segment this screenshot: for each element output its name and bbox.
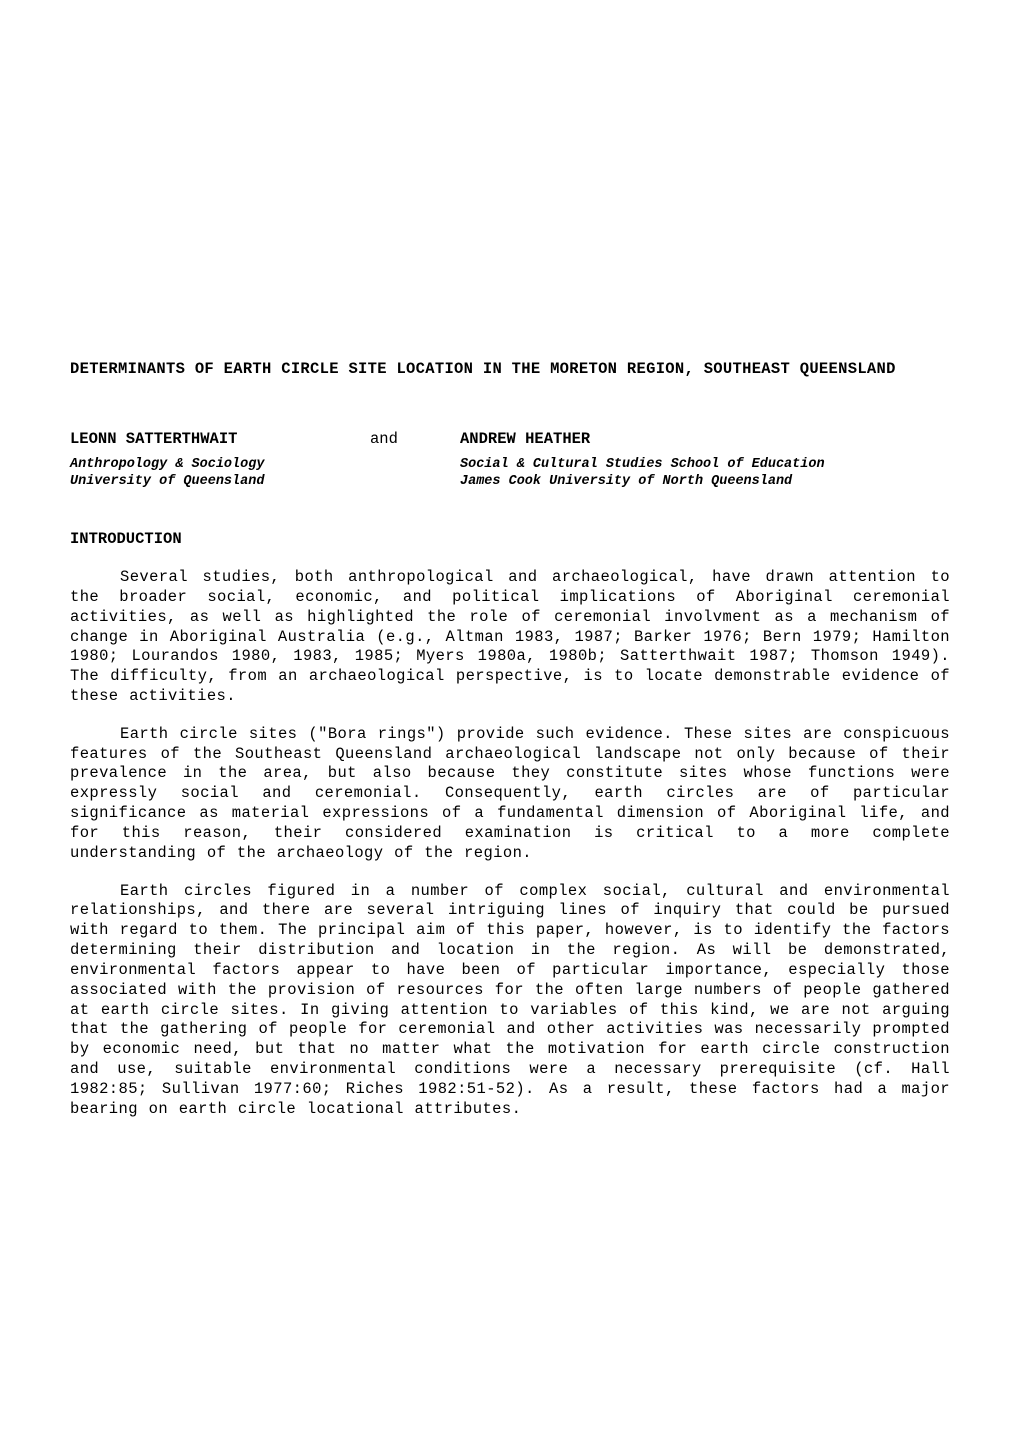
- affiliation-left-line1: Anthropology & Sociology: [70, 456, 460, 473]
- paragraph-1: Several studies, both anthropological an…: [70, 568, 950, 707]
- author-right-name: ANDREW HEATHER: [460, 430, 590, 450]
- affiliation-right-line2: James Cook University of North Queenslan…: [460, 473, 825, 490]
- author-left-name: LEONN SATTERTHWAIT: [70, 430, 370, 450]
- paper-page: DETERMINANTS OF EARTH CIRCLE SITE LOCATI…: [0, 0, 1020, 1198]
- paragraph-2: Earth circle sites ("Bora rings") provid…: [70, 725, 950, 864]
- author-conjunction: and: [370, 430, 460, 450]
- affiliation-right: Social & Cultural Studies School of Educ…: [460, 456, 825, 491]
- affiliation-left-line2: University of Queensland: [70, 473, 460, 490]
- paper-title: DETERMINANTS OF EARTH CIRCLE SITE LOCATI…: [70, 360, 950, 380]
- authors-row: LEONN SATTERTHWAIT and ANDREW HEATHER: [70, 430, 950, 450]
- affiliation-left: Anthropology & Sociology University of Q…: [70, 456, 460, 491]
- affiliations-row: Anthropology & Sociology University of Q…: [70, 456, 950, 491]
- affiliation-right-line1: Social & Cultural Studies School of Educ…: [460, 456, 825, 473]
- section-heading-introduction: INTRODUCTION: [70, 530, 950, 550]
- paragraph-3: Earth circles figured in a number of com…: [70, 882, 950, 1120]
